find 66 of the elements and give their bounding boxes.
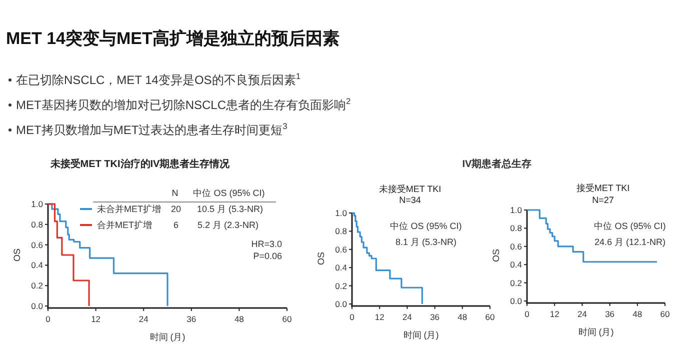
x-tick-label: 0: [524, 309, 530, 319]
y-tick-label: 1.0: [31, 199, 44, 209]
chart-subtitle: N=34: [399, 195, 421, 205]
x-tick-label: 48: [632, 309, 642, 319]
annotation: 中位 OS (95% CI): [390, 221, 462, 231]
x-axis-title: 时间 (月): [578, 327, 614, 337]
x-tick-label: 24: [402, 312, 412, 322]
x-tick-label: 36: [430, 312, 440, 322]
text: 在已切除NSCLC，MET 14变异是OS的不良预后因素$^{1}$: [16, 71, 301, 87]
annotation: 24.6 月 (12.1-NR): [594, 237, 666, 247]
y-tick-label: 1.0: [335, 208, 348, 218]
legend-label: 未合并MET扩增: [97, 204, 161, 214]
y-tick-label: 0.6: [335, 244, 348, 254]
x-tick-label: 36: [605, 309, 615, 319]
y-tick-label: 0.6: [31, 240, 44, 250]
x-tick-label: 36: [186, 314, 196, 324]
x-axis-title: 时间 (月): [150, 332, 186, 342]
text: MET基因拷贝数的增加对已切除NSCLC患者的生存有负面影响$^{2}$: [16, 96, 352, 112]
y-axis-title: OS: [12, 248, 22, 262]
x-tick-label: 60: [660, 309, 670, 319]
text: MET拷贝数增加与MET过表达的患者生存时间更短$^{3}$: [16, 121, 288, 137]
x-tick-label: 60: [282, 314, 292, 324]
text: MET 14突变与MET高扩增是独立的预后因素: [6, 29, 340, 48]
x-tick-label: 60: [485, 312, 495, 322]
chart-title: 未接受MET TKI: [378, 184, 442, 194]
annotation: 8.1 月 (5.3-NR): [395, 237, 457, 247]
text: N: [172, 188, 178, 198]
annotation: P=0.06: [253, 251, 282, 261]
annotation: 中位 OS (95% CI): [594, 221, 666, 231]
y-tick-label: 0.8: [31, 219, 44, 230]
x-tick-label: 12: [550, 309, 560, 319]
y-tick-label: 0.0: [31, 301, 44, 311]
x-tick-label: 12: [91, 314, 101, 324]
chart-title: 接受MET TKI: [576, 183, 630, 193]
x-tick-label: 24: [577, 309, 588, 319]
text: 中位 OS (95% CI): [193, 188, 265, 198]
y-tick-label: 0.2: [335, 280, 348, 291]
text: IV期患者总生存: [462, 158, 532, 170]
legend-label: 合并MET扩增: [97, 220, 152, 230]
y-tick-label: 0.2: [510, 278, 522, 288]
annotation: 6: [173, 220, 179, 230]
annotation: 20: [170, 204, 182, 214]
y-tick-label: 0.4: [510, 260, 522, 270]
x-tick-label: 0: [46, 314, 51, 324]
y-tick-label: 0.0: [510, 296, 522, 306]
y-tick-label: 1.0: [510, 205, 522, 215]
y-tick-label: 0.4: [31, 260, 44, 270]
annotation: 5.2 月 (2.3-NR): [197, 220, 259, 230]
y-tick-label: 0.4: [335, 262, 348, 273]
chart-title: 未接受MET TKI治疗的IV期患者生存情况: [49, 158, 231, 170]
x-axis-title: 时间 (月): [403, 330, 439, 340]
x-tick-label: 48: [458, 312, 468, 322]
x-tick-label: 0: [350, 312, 355, 322]
y-tick-label: 0.8: [335, 226, 348, 236]
y-tick-label: 0.8: [510, 223, 522, 234]
x-tick-label: 12: [374, 312, 385, 322]
x-tick-label: 24: [138, 314, 149, 324]
y-tick-label: 0.0: [335, 299, 348, 309]
y-axis-title: OS: [316, 252, 326, 266]
annotation: HR=3.0: [251, 239, 282, 249]
y-tick-label: 0.6: [510, 241, 522, 252]
x-tick-label: 48: [234, 314, 244, 324]
chart-subtitle: N=27: [592, 195, 614, 205]
annotation: 10.5 月 (5.3-NR): [196, 204, 264, 214]
y-tick-label: 0.2: [31, 280, 44, 291]
y-axis-title: OS: [491, 248, 501, 262]
